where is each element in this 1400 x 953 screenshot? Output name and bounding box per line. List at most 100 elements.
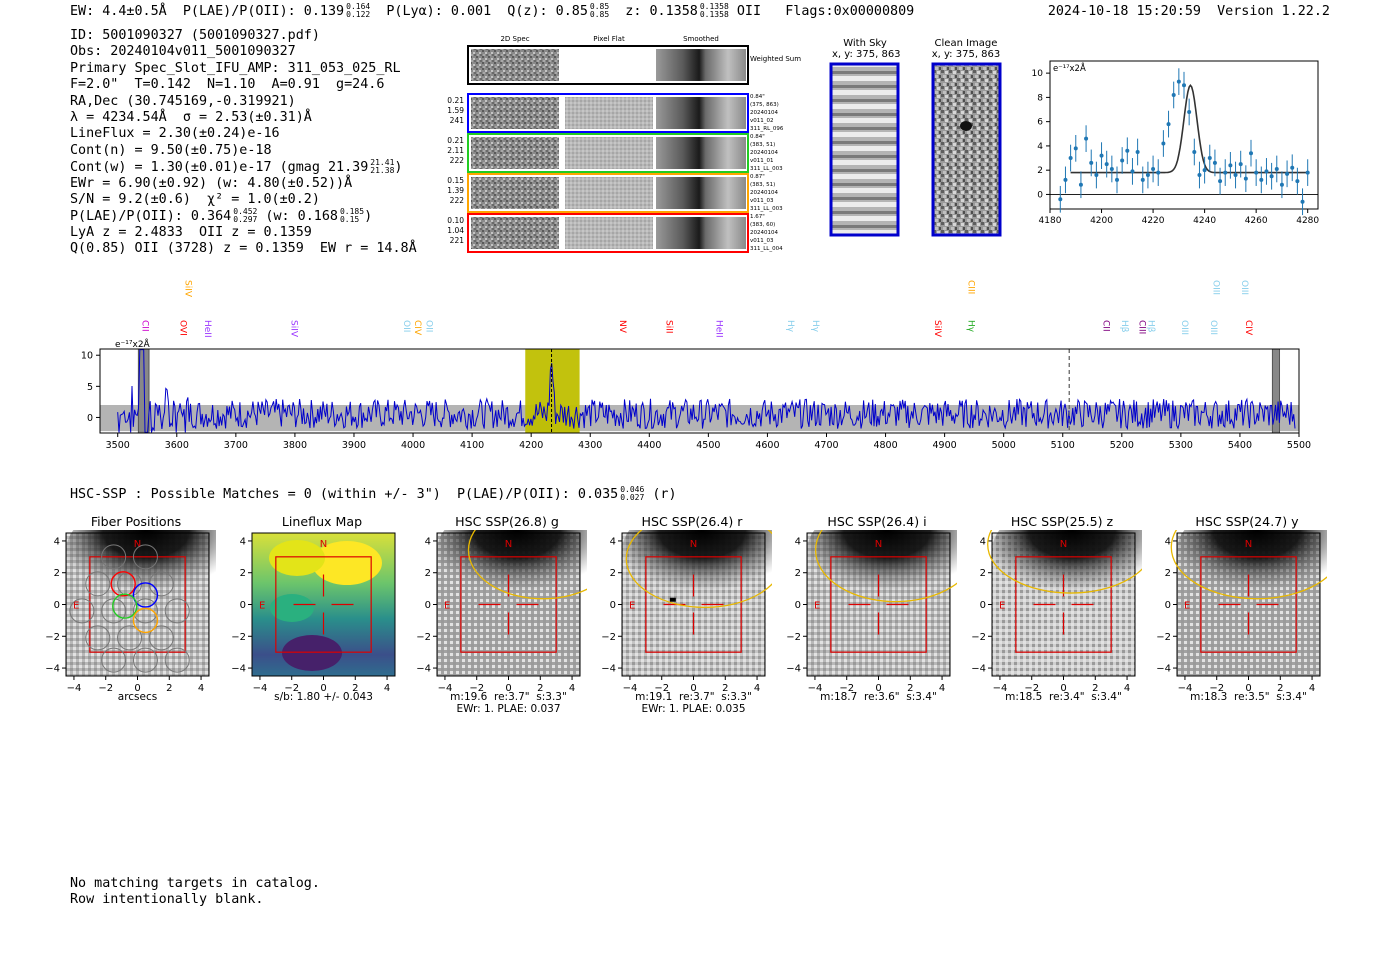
zoom-x-tick-label: 4280 bbox=[1296, 216, 1319, 226]
cutout-x-tick-label: −4 bbox=[623, 683, 638, 694]
zoom-x-tick-label: 4180 bbox=[1039, 216, 1062, 226]
full-x-tick-label: 4500 bbox=[696, 440, 720, 451]
cutout-x-tick-label: 0 bbox=[134, 683, 140, 694]
zoom-data-point bbox=[1140, 177, 1145, 182]
full-x-tick-label: 5100 bbox=[1051, 440, 1075, 451]
cutout-y-tick-label: 2 bbox=[240, 568, 246, 579]
zoom-data-point bbox=[1264, 169, 1269, 174]
aperture-box bbox=[830, 556, 927, 653]
zoom-data-point bbox=[1094, 173, 1099, 178]
east-label: E bbox=[999, 601, 1005, 612]
info-q: Q(0.85) OII (3728) z = 0.1359 EW r = 14.… bbox=[70, 241, 417, 257]
cutout-title: HSC SSP(25.5) z bbox=[1010, 514, 1114, 529]
cutout-x-tick-label: 2 bbox=[352, 683, 358, 694]
zoom-data-point bbox=[1305, 170, 1310, 175]
clean-image bbox=[931, 62, 1002, 237]
spec2d-row-left-label: 0.10 bbox=[447, 216, 464, 225]
info-sn: S/N = 9.2(±0.6) χ² = 1.0(±0.2) bbox=[70, 191, 320, 207]
cutout-hsc-image: −4 −4 −2 −2 0 0 2 2 4 4 N E bbox=[417, 530, 587, 694]
cutout-x-tick-label: −4 bbox=[253, 683, 268, 694]
zoom-data-point bbox=[1073, 146, 1078, 151]
lineflux-peak bbox=[269, 540, 325, 576]
cutout-x-tick-label: 4 bbox=[384, 683, 390, 694]
cutout-y-tick-label: −2 bbox=[232, 632, 246, 643]
cutout-y-tick-label: −2 bbox=[417, 632, 431, 643]
spec2d-row-right-label: v011_03 bbox=[750, 238, 774, 244]
full-x-tick-label: 4100 bbox=[460, 440, 484, 451]
footer-line1: No matching targets in catalog. bbox=[70, 876, 320, 891]
cutout-x-tick-label: 0 bbox=[1060, 683, 1066, 694]
north-label: N bbox=[1060, 539, 1067, 550]
cutout-galaxy bbox=[66, 530, 216, 601]
zoom-y-tick-label: 2 bbox=[1037, 166, 1043, 176]
hsc-summary: HSC-SSP : Possible Matches = 0 (within +… bbox=[70, 486, 677, 503]
full-x-tick-label: 4000 bbox=[401, 440, 425, 451]
cutout-fiber-image: −4 −4 −2 −2 0 0 2 2 4 4 N E bbox=[46, 530, 216, 694]
zoom-data-point bbox=[1182, 83, 1186, 88]
spec2d-row-spec bbox=[471, 137, 559, 169]
zoom-data-point bbox=[1078, 182, 1083, 187]
cutout-galaxy bbox=[992, 530, 1142, 601]
info-contw-range: 21.41 21.38 bbox=[370, 159, 394, 175]
zoom-fit-curve bbox=[1070, 83, 1308, 174]
fiber-circle bbox=[132, 598, 158, 624]
spec2d-row-left-label: 222 bbox=[450, 196, 465, 205]
info-lya: LyA z = 2.4833 OII z = 0.1359 bbox=[70, 224, 312, 240]
spectral-line-label: Hγ bbox=[785, 320, 795, 333]
zoom-data-point bbox=[1249, 151, 1253, 156]
header-ew: EW: 4.4±0.5Å bbox=[70, 4, 167, 19]
zoom-data-point bbox=[1279, 182, 1284, 187]
galaxy-ellipse bbox=[814, 530, 957, 603]
cutout-x-tick-label: 0 bbox=[1245, 683, 1251, 694]
zoom-data-point bbox=[1228, 163, 1233, 168]
header-qz-range: 0.85 0.85 bbox=[590, 3, 609, 19]
full-x-tick-label: 4700 bbox=[814, 440, 838, 451]
info-contw-hi: 21.41 bbox=[370, 158, 395, 168]
cutout-y-tick-label: 4 bbox=[425, 536, 431, 547]
clean-image-title-text: Clean Image bbox=[934, 38, 998, 49]
cutout-y-tick-label: −4 bbox=[602, 664, 616, 675]
spec2d-row-right-label: 1.67" bbox=[750, 214, 765, 220]
spectral-line-label: Hγ bbox=[965, 320, 975, 333]
spectral-line-label: SiII bbox=[663, 320, 673, 334]
spec2d-row-right-label: 0.84" bbox=[750, 94, 765, 100]
cutout-x-tick-label: −2 bbox=[654, 683, 669, 694]
north-label: N bbox=[875, 539, 882, 550]
east-label: E bbox=[814, 601, 820, 612]
zoom-data-point bbox=[1166, 122, 1171, 127]
aperture-box bbox=[89, 556, 186, 653]
zoom-data-point bbox=[1207, 156, 1212, 161]
spec2d-row-right-label: 311_LL_004 bbox=[750, 246, 783, 252]
fiber-circle bbox=[101, 647, 127, 673]
fiber-circle bbox=[132, 544, 158, 570]
spectral-line-label: OIII bbox=[1210, 280, 1220, 295]
cutout-y-tick-label: −4 bbox=[46, 664, 60, 675]
spectral-line-label: CIII bbox=[1137, 320, 1147, 334]
info-id: ID: 5001090327 (5001090327.pdf) bbox=[70, 28, 320, 43]
header-plae-hi: 0.164 bbox=[346, 2, 371, 11]
cutout-y-tick-label: 0 bbox=[795, 600, 801, 611]
aperture-box bbox=[645, 556, 742, 653]
cutout-y-tick-label: 0 bbox=[980, 600, 986, 611]
fiber-highlight bbox=[112, 593, 138, 619]
cutout-lineflux-image: −4 −4 −2 −2 0 0 2 2 4 4 N E bbox=[232, 532, 396, 694]
zoom-data-point bbox=[1223, 170, 1228, 175]
cutout-y-tick-label: 0 bbox=[54, 600, 60, 611]
header-z-line: OII bbox=[736, 4, 762, 19]
east-label: E bbox=[73, 601, 79, 612]
spec2d-row-right-label: (375, 863) bbox=[750, 102, 779, 108]
info-plae-w-hi: 0.185 bbox=[339, 207, 365, 217]
fiber-circle bbox=[164, 647, 190, 673]
aperture-box bbox=[275, 556, 372, 653]
with-sky-image bbox=[829, 62, 900, 237]
zoom-y-tick-label: 10 bbox=[1032, 69, 1044, 79]
cutout-y-tick-label: −4 bbox=[787, 664, 801, 675]
cutout-title: HSC SSP(26.4) i bbox=[827, 514, 927, 529]
full-spectrum-chart: e⁻¹⁷x2Å 3500 3600 3700 3800 3900 4000 4100 4200 4… bbox=[81, 280, 1311, 451]
zoom-data-point bbox=[1135, 149, 1140, 154]
header-z-lo: 0.1358 bbox=[699, 10, 729, 19]
zoom-data-point bbox=[1058, 197, 1063, 202]
cutout-x-tick-label: 0 bbox=[690, 683, 696, 694]
spec2d-row-left-label: 1.39 bbox=[447, 186, 464, 195]
